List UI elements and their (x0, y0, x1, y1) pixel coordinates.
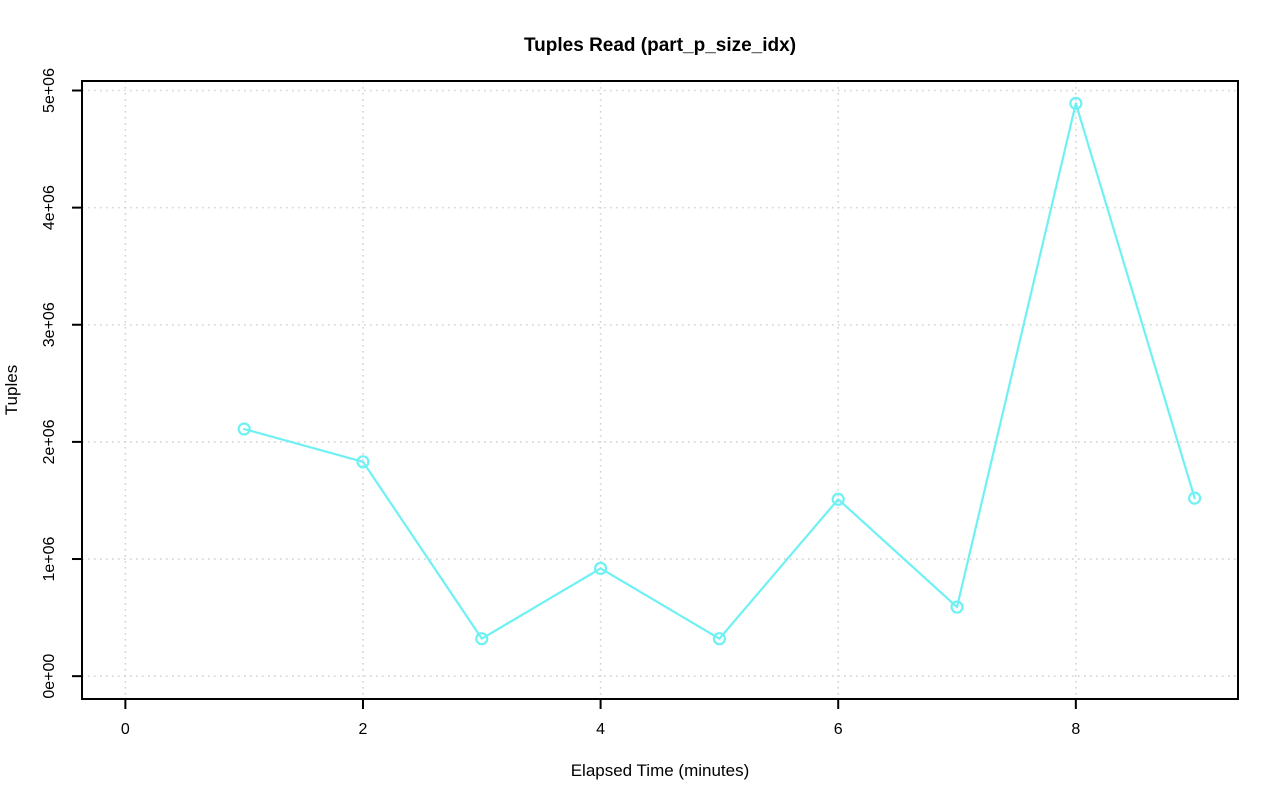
x-tick-label: 4 (596, 721, 605, 738)
data-point (356, 455, 370, 469)
data-point (237, 422, 251, 436)
grid-layer (82, 81, 1238, 699)
x-tick-label: 6 (834, 721, 843, 738)
series-layer (237, 96, 1202, 646)
axis-layer: 0 2 4 6 8 0e+00 1e+06 2e+06 3e+06 4e+06 5e+06 (41, 68, 1239, 738)
data-point (475, 632, 489, 646)
y-tick-label: 3e+06 (41, 302, 58, 347)
series-line (243, 102, 1196, 640)
y-tick-label: 0e+00 (41, 654, 58, 699)
plot-box (81, 80, 1239, 700)
data-point (831, 492, 845, 506)
y-tick-label: 4e+06 (41, 185, 58, 230)
chart-title: Tuples Read (part_p_size_idx) (524, 35, 796, 56)
y-tick-label: 1e+06 (41, 536, 58, 581)
x-axis-label: Elapsed Time (minutes) (571, 761, 750, 780)
data-point (712, 632, 727, 646)
x-tick-label: 0 (121, 721, 130, 738)
data-point (950, 600, 964, 614)
data-point (593, 561, 608, 575)
x-tick-label: 2 (359, 721, 368, 738)
y-tick-label: 5e+06 (41, 68, 58, 113)
x-tick-label: 8 (1071, 721, 1080, 738)
data-point (1069, 96, 1083, 110)
y-tick-label: 2e+06 (41, 419, 58, 464)
data-point (1188, 491, 1202, 505)
y-axis-label: Tuples (2, 365, 21, 415)
